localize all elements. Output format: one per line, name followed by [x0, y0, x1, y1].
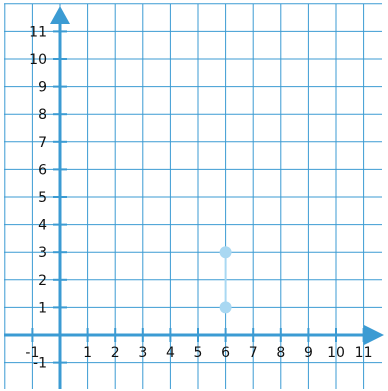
y-tick-label: 9 — [38, 80, 47, 96]
y-tick-label: 6 — [38, 162, 47, 178]
y-tick-label: 3 — [38, 245, 47, 261]
x-axis-arrow — [364, 325, 384, 345]
y-tick-label: 10 — [29, 52, 47, 68]
x-tick-label: 11 — [355, 345, 373, 361]
data-point — [219, 246, 232, 259]
tick-labels: -1 1 2 3 4 5 6 7 8 9 10 11 -1 1 2 3 4 5 6 7 8 9 10 11 — [25, 24, 372, 371]
x-tick-label: 3 — [138, 345, 147, 361]
y-tick-label: 11 — [29, 24, 47, 40]
x-tick-label: 4 — [166, 345, 175, 361]
x-tick-label: 7 — [249, 345, 258, 361]
x-tick-label: 10 — [327, 345, 345, 361]
x-tick-label: 5 — [194, 345, 203, 361]
x-tick-label: 8 — [276, 345, 285, 361]
data-point — [219, 301, 232, 314]
y-tick-label: 8 — [38, 107, 47, 123]
x-tick-label: -1 — [25, 345, 39, 361]
y-tick-label: 2 — [38, 273, 47, 289]
y-tick-label: 5 — [38, 190, 47, 206]
y-tick-label: 4 — [38, 218, 47, 234]
x-tick-label: 2 — [111, 345, 120, 361]
y-tick-label: -1 — [33, 356, 47, 372]
plotted-marks — [219, 246, 232, 314]
x-tick-label: 6 — [221, 345, 230, 361]
grid — [4, 3, 382, 389]
y-tick-label: 7 — [38, 135, 47, 151]
y-axis-arrow — [50, 6, 70, 24]
y-tick-label: 1 — [38, 300, 47, 316]
x-tick-label: 9 — [304, 345, 313, 361]
x-tick-label: 1 — [83, 345, 92, 361]
axes — [4, 6, 384, 389]
